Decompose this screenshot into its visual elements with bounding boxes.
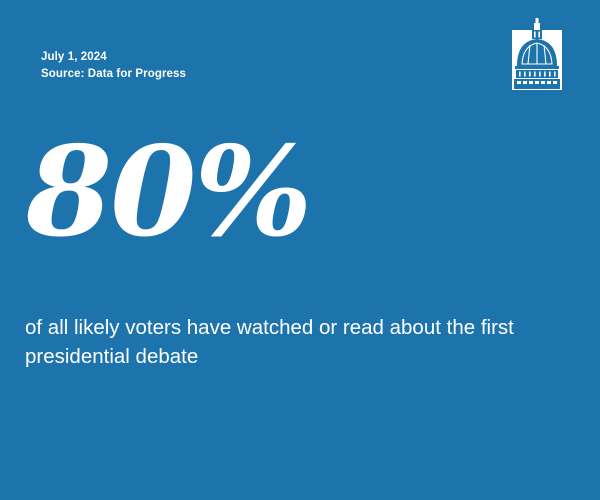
meta-block: July 1, 2024 Source: Data for Progress (41, 49, 186, 83)
stat-value: 80% (26, 120, 312, 265)
source-label: Source: Data for Progress (41, 68, 187, 80)
date-label: July 1, 2024 (41, 51, 107, 63)
capitol-dome-icon (512, 18, 562, 90)
stat-caption: of all likely voters have watched or rea… (25, 316, 514, 368)
